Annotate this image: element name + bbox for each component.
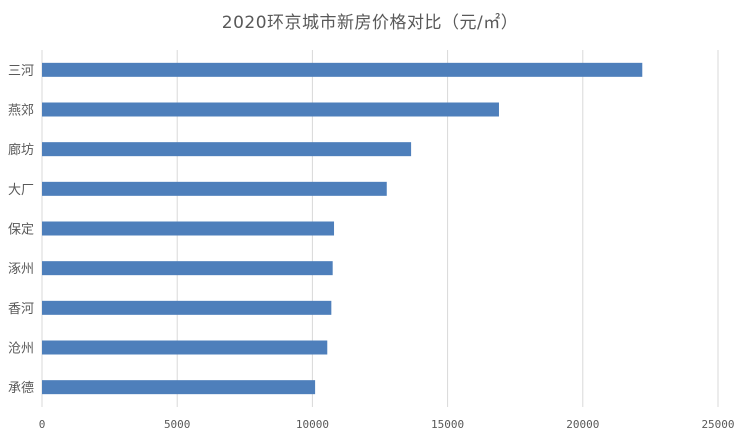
x-tick-label: 0 bbox=[39, 418, 46, 431]
chart-title: 2020环京城市新房价格对比（元/㎡） bbox=[221, 13, 519, 33]
x-tick-label: 15000 bbox=[431, 418, 464, 431]
bar-2 bbox=[42, 142, 412, 157]
x-tick-label: 25000 bbox=[701, 418, 734, 431]
category-label: 三河 bbox=[8, 64, 34, 79]
bar-6 bbox=[42, 300, 332, 315]
x-tick-label: 10000 bbox=[296, 418, 329, 431]
category-label: 廊坊 bbox=[8, 142, 34, 158]
category-label: 承德 bbox=[8, 381, 34, 396]
bar-4 bbox=[42, 221, 335, 236]
category-label: 燕郊 bbox=[8, 103, 34, 119]
category-label: 香河 bbox=[8, 302, 34, 317]
x-tick-label: 5000 bbox=[164, 418, 191, 431]
bars bbox=[42, 62, 643, 395]
bar-7 bbox=[42, 340, 328, 355]
bar-1 bbox=[42, 102, 499, 117]
bar-0 bbox=[42, 62, 643, 77]
x-axis-tick-labels: 0 5000 10000 15000 20000 25000 bbox=[39, 418, 735, 431]
bar-3 bbox=[42, 181, 387, 196]
category-label: 保定 bbox=[8, 223, 34, 238]
category-label: 大厂 bbox=[8, 183, 34, 198]
category-label: 涿州 bbox=[8, 262, 34, 277]
x-tick-label: 20000 bbox=[566, 418, 599, 431]
category-label: 沧州 bbox=[8, 341, 34, 357]
bar-5 bbox=[42, 261, 333, 276]
bar-8 bbox=[42, 380, 316, 395]
